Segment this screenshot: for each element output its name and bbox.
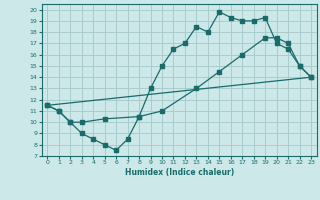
X-axis label: Humidex (Indice chaleur): Humidex (Indice chaleur) bbox=[124, 168, 234, 177]
